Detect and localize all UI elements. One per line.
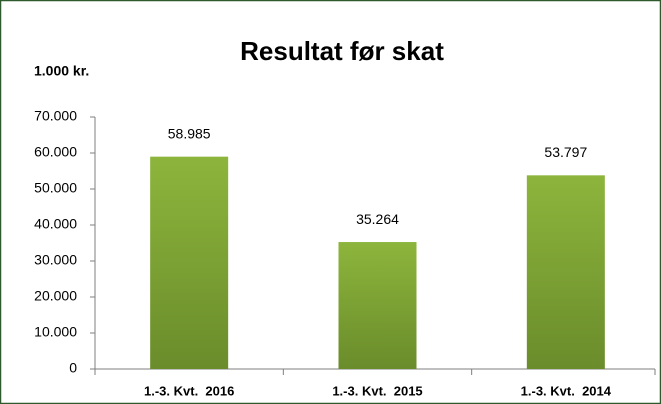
y-tick-label: 70.000 xyxy=(34,108,77,124)
y-tick-label: 30.000 xyxy=(34,252,77,268)
data-label: 53.797 xyxy=(544,144,587,160)
bar xyxy=(526,175,605,369)
y-tick-label: 20.000 xyxy=(34,288,77,304)
y-tick-label: 0 xyxy=(69,360,77,376)
y-axis-title: 1.000 kr. xyxy=(34,63,89,79)
x-tick-label: 1.-3. Kvt. 2016 xyxy=(144,383,234,398)
data-label: 58.985 xyxy=(168,125,211,141)
y-tick-label: 10.000 xyxy=(34,324,77,340)
x-tick-label: 1.-3. Kvt. 2015 xyxy=(332,383,422,398)
y-tick-label: 40.000 xyxy=(34,216,77,232)
x-tick-label: 1.-3. Kvt. 2014 xyxy=(521,383,612,398)
bar xyxy=(338,242,417,369)
data-label: 35.264 xyxy=(356,211,399,227)
chart-title: Resultat før skat xyxy=(240,36,444,66)
y-tick-label: 50.000 xyxy=(34,180,77,196)
y-tick-label: 60.000 xyxy=(34,144,77,160)
bar xyxy=(150,156,229,369)
